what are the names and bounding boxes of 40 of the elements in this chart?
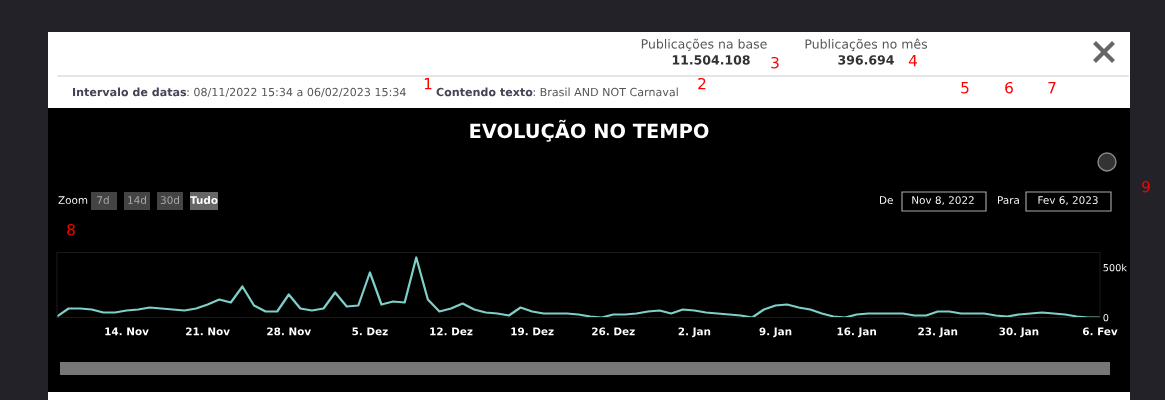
- x-tick-label: 23. Jan: [918, 327, 958, 338]
- x-tick-label: 19. Dez: [511, 327, 554, 336]
- text: 7: [1048, 82, 1056, 94]
- text: 5: [961, 82, 969, 94]
- x-tick-label: 2. Jan: [678, 327, 711, 338]
- y-tick-label: 0: [1103, 313, 1109, 322]
- text: Para: [998, 196, 1019, 205]
- x-tick-label: 16. Jan: [837, 327, 877, 338]
- y-tick-label: 500k: [1103, 263, 1127, 272]
- x-tick-label: 6. Fev: [1082, 327, 1118, 336]
- text: 4: [908, 55, 917, 67]
- x-tick-label: 28. Nov: [267, 327, 311, 336]
- chart-title: EVOLUÇÃO NO TEMPO: [470, 119, 709, 142]
- text: 6: [1005, 81, 1013, 94]
- text: Contendo texto: Brasil AND NOT Carnaval: [436, 87, 678, 97]
- text: Nov 8, 2022: [912, 196, 974, 206]
- x-tick-label: 21. Nov: [186, 327, 230, 336]
- text: 3: [771, 56, 779, 69]
- text: Intervalo de datas: 08/11/2022 15:34 a 06/02/2023 15:34: [73, 87, 406, 98]
- x-tick-label: 26. Dez: [592, 327, 635, 336]
- text: De: [880, 196, 893, 205]
- x-tick-label: 5. Dez: [352, 327, 388, 336]
- text: 1: [424, 78, 432, 90]
- text: 2: [698, 77, 706, 90]
- text: 14d: [128, 195, 146, 205]
- text: 11.504.108: [672, 55, 750, 65]
- text: Publicações no mês: [805, 38, 928, 52]
- text: Tudo: [190, 195, 218, 205]
- text: Fev 6, 2023: [1038, 196, 1098, 206]
- text: 8: [67, 223, 75, 236]
- x-tick-label: 14. Nov: [105, 327, 149, 336]
- x-tick-label: 30. Jan: [999, 327, 1039, 338]
- text: Zoom: [58, 196, 88, 205]
- text: 9: [1142, 180, 1150, 193]
- text: 7d: [97, 195, 109, 205]
- text: Publicações na base: [641, 38, 767, 51]
- x-tick-label: 12. Dez: [430, 327, 473, 336]
- text: 396.694: [838, 55, 894, 65]
- text: 30d: [160, 195, 179, 205]
- x-tick-label: 9. Jan: [759, 327, 792, 338]
